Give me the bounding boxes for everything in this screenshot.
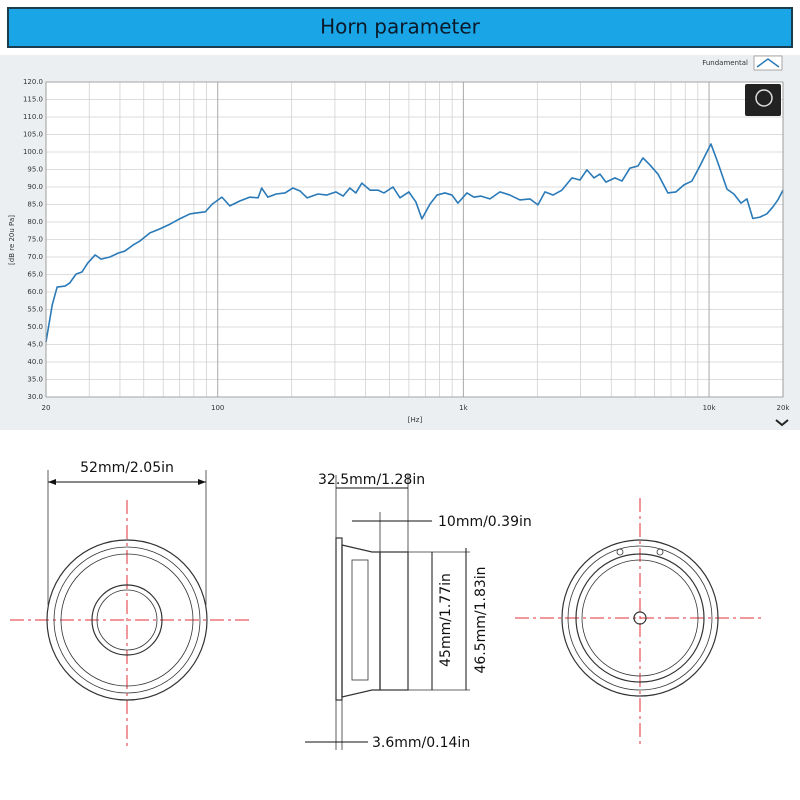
terminal [616, 548, 624, 556]
x-tick-label: 10k [703, 404, 717, 412]
dimension-label: 52mm/2.05in [80, 460, 174, 476]
y-tick-label: 50.0 [27, 323, 43, 331]
y-tick-label: 40.0 [27, 358, 43, 366]
x-axis-label: [Hz] [408, 416, 423, 424]
outline [561, 539, 719, 697]
side-view: 32.5mm/1.28in 10mm/0.39in 45mm/1.77in 46… [305, 472, 532, 751]
dimension-label: 46.5mm/1.83in [473, 566, 489, 673]
rear-view [515, 498, 765, 748]
dimension-label: 10mm/0.39in [438, 514, 532, 530]
y-tick-label: 90.0 [27, 183, 43, 191]
y-tick-label: 85.0 [27, 201, 43, 209]
outline [53, 546, 201, 694]
y-tick-label: 115.0 [23, 96, 43, 104]
dust-cap [96, 589, 158, 651]
speaker-icon-head [755, 89, 773, 107]
chart-title: Horn parameter [320, 15, 481, 39]
legend-label: Fundamental [702, 59, 748, 67]
y-tick-label: 95.0 [27, 166, 43, 174]
terminal [656, 548, 664, 556]
basket [341, 544, 381, 698]
y-axis-label: [dB re 20u Pa] [8, 215, 16, 265]
magnet [575, 553, 705, 683]
y-tick-label: 35.0 [27, 376, 43, 384]
y-tick-label: 110.0 [23, 113, 43, 121]
x-tick-label: 20 [42, 404, 51, 412]
y-tick-label: 75.0 [27, 236, 43, 244]
y-tick-label: 60.0 [27, 288, 43, 296]
basket-window [351, 559, 369, 681]
magnet [581, 559, 699, 677]
y-tick-label: 30.0 [27, 393, 43, 401]
vent [633, 611, 647, 625]
x-tick-label: 100 [211, 404, 224, 412]
plot-frame [45, 81, 784, 398]
y-tick-label: 120.0 [23, 78, 43, 86]
marks [45, 143, 784, 343]
expand-chevron[interactable] [775, 419, 789, 427]
legend-box [753, 55, 783, 71]
y-tick-label: 45.0 [27, 341, 43, 349]
front-view: 52mm/2.05in [10, 460, 250, 748]
speaker-icon [745, 84, 781, 116]
dust-cap [91, 584, 163, 656]
dimension-label: 45mm/1.77in [438, 573, 454, 667]
dimension-label: 32.5mm/1.28in [318, 472, 425, 488]
flange [335, 537, 343, 701]
outline [46, 539, 208, 701]
x-tick-label: 1k [459, 404, 468, 412]
series-line [45, 143, 784, 343]
y-tick-label: 55.0 [27, 306, 43, 314]
outline [60, 553, 194, 687]
y-tick-label: 105.0 [23, 131, 43, 139]
outline [567, 545, 713, 691]
y-tick-label: 100.0 [23, 148, 43, 156]
dimension-label: 3.6mm/0.14in [372, 735, 470, 751]
y-tick-label: 65.0 [27, 271, 43, 279]
title-banner [7, 7, 793, 48]
x-tick-label: 20k [777, 404, 791, 412]
y-tick-label: 70.0 [27, 253, 43, 261]
magnet [379, 551, 409, 691]
legend-swatch [756, 58, 780, 68]
legend: Fundamental [702, 55, 783, 71]
y-tick-label: 80.0 [27, 218, 43, 226]
